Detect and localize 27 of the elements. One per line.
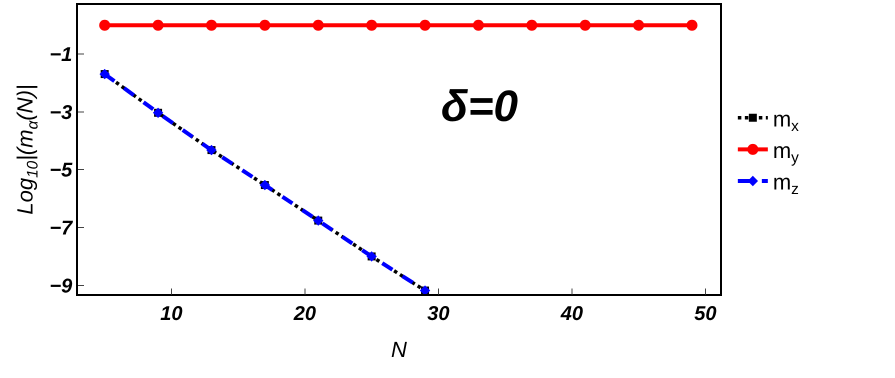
x-tick-label: 30 [427, 302, 450, 325]
point [206, 20, 217, 31]
point [633, 20, 644, 31]
x-tick-label: 10 [160, 302, 183, 325]
x-tick-label: 40 [560, 302, 583, 325]
legend-label: m$_{x}$ [772, 106, 800, 135]
x-axis-title: N [391, 337, 408, 362]
point [420, 20, 431, 31]
point [580, 20, 591, 31]
point [259, 20, 270, 31]
y-tick-label: −1 [49, 44, 72, 66]
point [526, 20, 538, 31]
point [312, 20, 324, 31]
x-tick-label: 20 [292, 302, 316, 325]
annotation: δ=0 [441, 82, 519, 131]
y-tick-label: −9 [49, 275, 74, 298]
x-tick-label: 50 [694, 302, 716, 325]
y-tick-label: −3 [49, 102, 72, 124]
legend-label: m$_{z}$ [772, 170, 799, 198]
point [152, 20, 164, 31]
point [686, 20, 698, 31]
y-tick-label: −7 [49, 218, 74, 240]
point [366, 20, 378, 31]
legend-label: m$_{y}$ [772, 138, 800, 167]
y-tick-label: −5 [49, 160, 74, 182]
point [472, 20, 484, 31]
point [99, 20, 110, 31]
